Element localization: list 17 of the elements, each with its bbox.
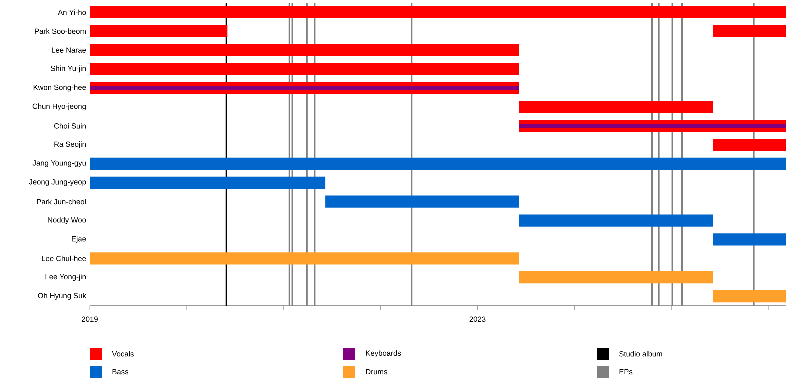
- bar: [90, 252, 520, 265]
- bar: [326, 196, 520, 208]
- bar: [519, 214, 714, 227]
- bar: [713, 25, 786, 38]
- bar: [713, 234, 786, 246]
- bar: [90, 44, 520, 56]
- bar: [90, 25, 228, 38]
- bar: [90, 6, 786, 19]
- bar: [519, 124, 786, 128]
- bar: [90, 176, 326, 189]
- bar: [90, 158, 786, 170]
- bar: [90, 63, 520, 76]
- bar: [90, 86, 520, 90]
- bar: [713, 138, 786, 152]
- bar: [519, 272, 714, 284]
- bar: [519, 101, 714, 114]
- bar: [713, 290, 786, 303]
